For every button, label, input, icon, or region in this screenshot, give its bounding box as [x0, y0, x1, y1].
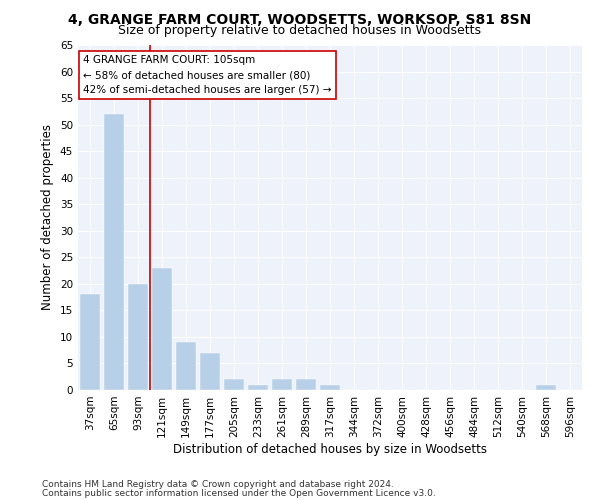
Bar [80, 294, 100, 390]
Text: 4, GRANGE FARM COURT, WOODSETTS, WORKSOP, S81 8SN: 4, GRANGE FARM COURT, WOODSETTS, WORKSOP… [68, 12, 532, 26]
Bar [200, 353, 220, 390]
Bar [128, 284, 148, 390]
Text: Contains HM Land Registry data © Crown copyright and database right 2024.: Contains HM Land Registry data © Crown c… [42, 480, 394, 489]
Y-axis label: Number of detached properties: Number of detached properties [41, 124, 55, 310]
Text: 4 GRANGE FARM COURT: 105sqm
← 58% of detached houses are smaller (80)
42% of sem: 4 GRANGE FARM COURT: 105sqm ← 58% of det… [83, 56, 332, 95]
Bar [224, 380, 244, 390]
Bar [176, 342, 196, 390]
Text: Size of property relative to detached houses in Woodsetts: Size of property relative to detached ho… [119, 24, 482, 37]
X-axis label: Distribution of detached houses by size in Woodsetts: Distribution of detached houses by size … [173, 442, 487, 456]
Text: Contains public sector information licensed under the Open Government Licence v3: Contains public sector information licen… [42, 488, 436, 498]
Bar [248, 384, 268, 390]
Bar [152, 268, 172, 390]
Bar [104, 114, 124, 390]
Bar [296, 380, 316, 390]
Bar [320, 384, 340, 390]
Bar [272, 380, 292, 390]
Bar [536, 384, 556, 390]
